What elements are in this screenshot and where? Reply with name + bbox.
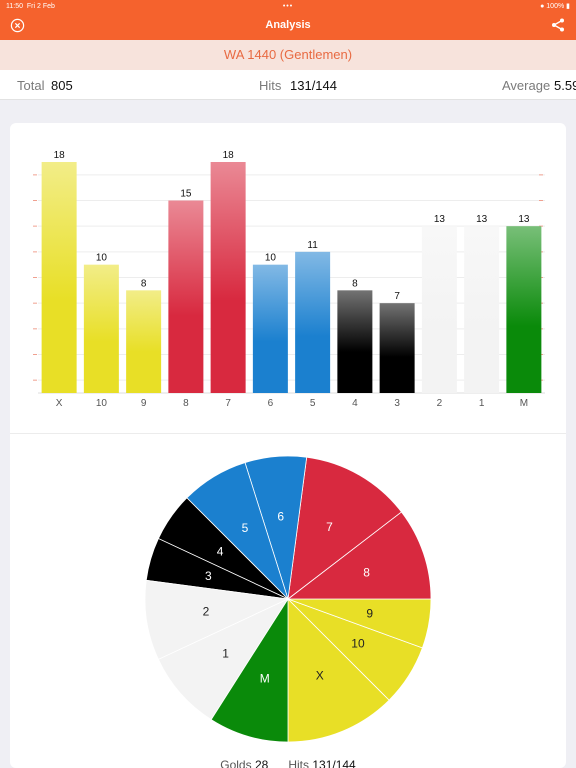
pie-slice-label: 2	[203, 605, 210, 619]
round-name: WA 1440 (Gentlemen)	[0, 40, 576, 70]
hits-value: 131/144	[290, 78, 337, 93]
footer-hits-value: 131/144	[312, 758, 356, 768]
x-tick-label: 2	[437, 398, 443, 409]
status-time: 11:50 Fri 2 Feb	[6, 2, 55, 10]
pie-slice-X	[287, 598, 390, 743]
bar-3	[379, 303, 415, 393]
bar-10	[83, 264, 119, 393]
bar-4	[337, 290, 373, 393]
pie-slice-label: M	[260, 672, 270, 686]
x-tick-label: X	[56, 398, 63, 409]
score-summary: Total 805 Hits 131/144 Average 5.59	[0, 70, 576, 100]
footer-hits-label: Hits	[288, 758, 309, 768]
bar-2	[421, 226, 457, 393]
page-title: Analysis	[265, 19, 311, 31]
pie-slice-7	[287, 456, 403, 600]
pie-slice-8	[286, 511, 432, 600]
bar-X	[41, 162, 77, 393]
golds-value: 28	[254, 758, 269, 768]
bar-8	[168, 200, 204, 393]
bar-value-label: 11	[307, 240, 318, 251]
multitask-dots[interactable]: •••	[282, 2, 294, 10]
bar-value-label: 15	[180, 189, 192, 200]
bar-value-label: 7	[394, 291, 400, 302]
pie-slice-label: 5	[242, 521, 249, 535]
wifi-icon: ●	[540, 3, 545, 10]
x-tick-label: 9	[141, 398, 147, 409]
bar-value-label: 10	[265, 253, 277, 264]
score-pie-chart: X 10 9 8 7 6 5 43 2 1 M	[144, 455, 432, 743]
average-value: 5.59	[554, 78, 576, 93]
bar-value-label: 8	[352, 278, 358, 289]
bar-1	[464, 226, 500, 393]
analysis-card: 18 X 10 10 8 9 15 8 18 7 10 6 11 5 8 4 7 3 13 2 13 1 13 M X 10 9 8…	[10, 123, 566, 768]
bar-value-label: 18	[54, 150, 66, 161]
hits-label: Hits	[259, 78, 282, 93]
average-label: Average	[502, 78, 551, 93]
bar-value-label: 13	[518, 214, 530, 225]
bar-value-label: 18	[223, 150, 235, 161]
golds-label: Golds	[220, 758, 252, 768]
x-tick-label: 5	[310, 398, 316, 409]
bar-M	[506, 226, 542, 393]
bar-5	[295, 251, 331, 393]
status-bar: 11:50 Fri 2 Feb ••• ● 100% ▮	[0, 0, 576, 12]
close-circle-icon[interactable]	[10, 18, 25, 33]
pie-slice-label: 10	[351, 637, 365, 651]
pie-slice-2	[144, 579, 290, 660]
total-label: Total	[17, 78, 45, 93]
bar-value-label: 13	[476, 214, 488, 225]
bar-value-label: 10	[96, 253, 108, 264]
bar-value-label: 8	[141, 278, 147, 289]
chart-divider	[10, 433, 566, 434]
pie-slice-label: 4	[217, 544, 224, 558]
pie-slice-label: 6	[277, 509, 284, 523]
bar-7	[210, 162, 246, 393]
bar-6	[252, 264, 288, 393]
pie-slice-1	[157, 598, 290, 721]
x-tick-label: 1	[479, 398, 485, 409]
golds-hits-footer: Golds 28 Hits 131/144	[10, 758, 566, 768]
x-tick-label: 7	[225, 398, 231, 409]
pie-slice-label: 3	[205, 569, 212, 583]
bar-9	[126, 290, 162, 393]
share-icon[interactable]	[550, 17, 566, 33]
score-bar-chart: 18 X 10 10 8 9 15 8 18 7 10 6 11 5 8 4 7 3 13 2 13 1 13 M	[33, 150, 545, 409]
total-value: 805	[51, 78, 73, 93]
pie-slice-label: X	[316, 669, 324, 683]
nav-bar: Analysis	[0, 12, 576, 40]
x-tick-label: 8	[183, 398, 189, 409]
pie-slice-label: 8	[363, 565, 370, 579]
x-tick-label: 3	[394, 398, 400, 409]
pie-slice-label: 7	[326, 520, 333, 534]
pie-slice-label: 9	[366, 606, 373, 620]
status-battery: ● 100% ▮	[540, 3, 570, 10]
x-tick-label: 6	[268, 398, 274, 409]
bar-value-label: 13	[434, 214, 446, 225]
battery-icon: ▮	[566, 3, 570, 10]
x-tick-label: 4	[352, 398, 358, 409]
pie-slice-label: 1	[222, 647, 229, 661]
x-tick-label: M	[520, 398, 528, 409]
x-tick-label: 10	[96, 398, 108, 409]
pie-slice-M	[210, 597, 289, 743]
